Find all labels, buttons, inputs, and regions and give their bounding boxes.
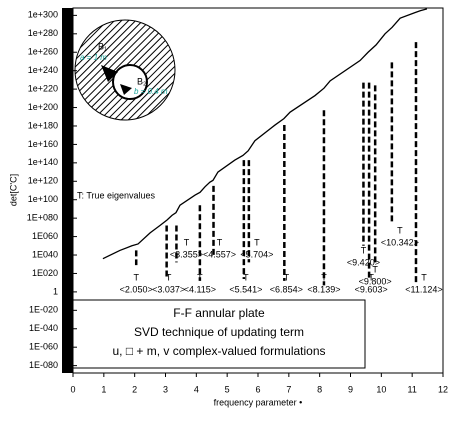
y-axis-bar [62, 8, 73, 373]
eigen-label: <4.557> [203, 249, 236, 259]
eigen-marker: T [361, 245, 367, 255]
eigen-label: <11.124> [405, 284, 442, 294]
y-tick-label: 1e+220 [28, 83, 58, 93]
y-tick-label: 1E040 [32, 249, 58, 259]
info-box [72, 299, 366, 369]
info-text: F-F annular plate [173, 306, 265, 320]
eigen-label: <10.342> [381, 237, 419, 247]
inset-label: a = 1 m [80, 53, 107, 62]
y-tick-label: 1e+180 [28, 120, 58, 130]
eigen-marker: T [133, 272, 139, 282]
eigen-label: <9.420> [347, 257, 380, 267]
x-tick-label: 10 [376, 384, 386, 394]
x-tick-label: 1 [101, 384, 106, 394]
eigen-marker: T [368, 272, 374, 282]
y-tick-label: 1E-060 [29, 342, 58, 352]
arrow [120, 84, 132, 95]
eigen-marker: T [243, 272, 249, 282]
inset-label: B₂ [137, 76, 147, 86]
inset-label: B₁ [98, 41, 107, 51]
eigen-label: <4.115> [184, 284, 216, 294]
x-tick-label: 11 [407, 384, 416, 394]
y-tick-label: 1E+080 [27, 213, 58, 223]
eigen-marker: T [166, 272, 172, 282]
y-tick-label: 1 [53, 286, 58, 296]
x-tick-label: 12 [438, 384, 448, 394]
y-tick-label: 1e+200 [28, 102, 58, 112]
curve [102, 8, 428, 260]
y-tick-label: 1e+300 [28, 10, 58, 20]
eigen-marker: T [397, 225, 403, 235]
inner-circle [112, 64, 148, 100]
y-tick-label: 1E060 [32, 231, 58, 241]
eigen-marker: T [321, 272, 327, 282]
y-tick-label: 1e+100 [28, 194, 58, 204]
eigen-marker: T [197, 272, 203, 282]
y-tick-label: 1e+240 [28, 65, 58, 75]
eigen-label: <2.050> [120, 284, 153, 294]
x-tick-label: 6 [255, 384, 260, 394]
x-tick-label: 3 [163, 384, 168, 394]
legend-note: T: True eigenvalues [77, 190, 156, 200]
y-tick-label: 1e+120 [28, 176, 58, 186]
info-text: u, □ + m, v complex-valued formulations [113, 344, 326, 358]
eigen-label: <9.603> [355, 284, 388, 294]
y-tick-label: 1e+260 [28, 47, 58, 57]
eigen-marker: T [254, 237, 260, 247]
eigen-marker: T [184, 237, 190, 247]
y-tick-label: 1e+160 [28, 139, 58, 149]
x-tick-label: 2 [132, 384, 137, 394]
eigen-marker: T [372, 264, 378, 274]
arrow [101, 65, 118, 82]
eigen-marker: T [284, 272, 290, 282]
eigen-label: <8.139> [307, 284, 340, 294]
x-tick-label: 7 [286, 384, 291, 394]
x-tick-label: 8 [317, 384, 322, 394]
info-text: SVD technique of updating term [134, 325, 304, 339]
y-tick-label: 1E-080 [29, 360, 58, 370]
inset-label: b = 0.4 m [134, 87, 168, 96]
y-tick-label: 1E020 [32, 268, 58, 278]
x-tick-label: 0 [70, 384, 75, 394]
eigen-label: <3.037> [152, 284, 185, 294]
eigen-label: <6.854> [270, 284, 303, 294]
eigen-label: <3.355> [170, 249, 203, 259]
y-tick-label: 1e+140 [28, 157, 58, 167]
x-axis-label: frequency parameter • [214, 397, 303, 407]
y-tick-label: 1E-020 [29, 305, 58, 315]
inset: B₁ B₂ a = 1 m b = 0.4 m [74, 19, 176, 121]
y-tick-label: 1E-040 [29, 323, 58, 333]
x-tick-label: 4 [194, 384, 199, 394]
y-axis-label: det[C'C] [8, 174, 18, 206]
eigen-label: <5.541> [229, 284, 262, 294]
eigen-label: <9.800> [359, 276, 392, 286]
x-tick-label: 5 [225, 384, 230, 394]
eigen-marker: T [421, 272, 427, 282]
y-tick-label: 1e+280 [28, 28, 58, 38]
eigen-marker: T [217, 237, 223, 247]
x-tick-label: 9 [348, 384, 353, 394]
eigen-label: <5.704> [240, 249, 273, 259]
